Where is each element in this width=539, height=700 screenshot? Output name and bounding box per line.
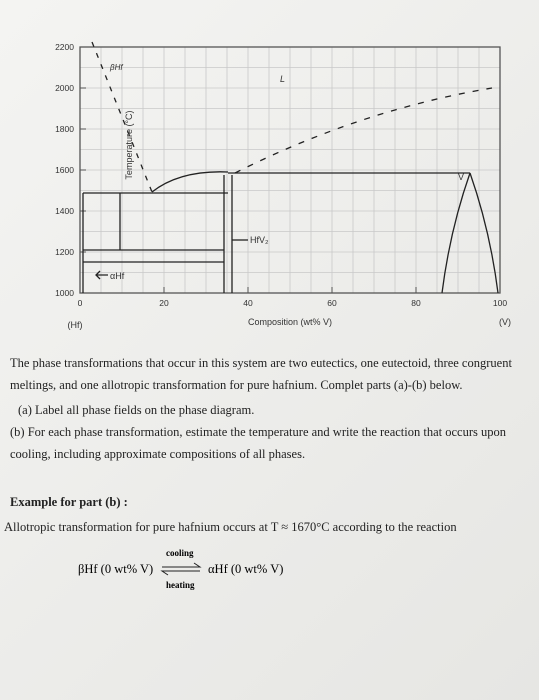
x-tick-label: 100: [493, 298, 507, 308]
hfv2-liquidus: [151, 171, 229, 193]
v-liquidus: [234, 87, 493, 174]
equilibrium-arrows: [160, 562, 202, 576]
x-tick-label: 60: [327, 298, 337, 308]
y-tick-label: 1400: [55, 206, 74, 216]
reactant: βHf (0 wt% V): [78, 562, 154, 576]
part-a: (a) Label all phase fields on the phase …: [18, 403, 255, 417]
phase-label: HfV₂: [250, 235, 269, 245]
phase-label: βHf: [109, 63, 123, 72]
left-end-label: (Hf): [68, 320, 83, 330]
x-axis-label: Composition (wt% V): [248, 317, 332, 327]
phase-label: V: [458, 172, 464, 182]
reaction: βHf (0 wt% V) cooling heating αHf (0 wt%…: [78, 548, 378, 598]
x-tick-label: 0: [78, 298, 83, 308]
example-text: Allotropic transformation for pure hafni…: [4, 520, 457, 534]
y-axis-label: Temperature (°C): [124, 110, 134, 179]
phase-label: αHf: [110, 271, 125, 281]
hfv2-compound: [223, 175, 233, 293]
condition-bottom: heating: [166, 580, 195, 590]
y-tick-label: 1600: [55, 165, 74, 175]
v-solvus: [441, 172, 499, 294]
hf-phase-lines: [82, 193, 224, 293]
part-b: (b) For each phase transformation, estim…: [10, 425, 506, 461]
x-tick-label: 40: [243, 298, 253, 308]
right-end-label: (V): [499, 317, 511, 327]
y-tick-label: 2000: [55, 83, 74, 93]
x-tick-label: 80: [411, 298, 421, 308]
phase-diagram: Temperature (°C) Composition (wt% V) (Hf…: [55, 41, 511, 330]
plot-frame: [79, 46, 501, 294]
condition-top: cooling: [166, 548, 194, 558]
product: αHf (0 wt% V): [208, 562, 284, 576]
beta-liquidus: [91, 41, 153, 193]
y-tick-label: 1000: [55, 288, 74, 298]
ahf-arrow: [95, 270, 108, 280]
phase-label: L: [280, 74, 285, 84]
y-tick-label: 1200: [55, 247, 74, 257]
y-tick-label: 1800: [55, 124, 74, 134]
intro: The phase transformations that occur in …: [10, 356, 512, 392]
y-tick-label: 2200: [55, 42, 74, 52]
example-heading: Example for part (b) :: [10, 495, 128, 509]
x-tick-label: 20: [159, 298, 169, 308]
